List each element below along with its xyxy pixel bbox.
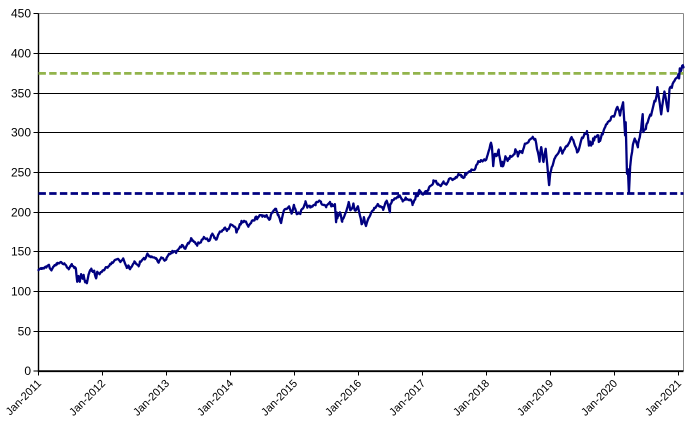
svg-text:250: 250 bbox=[11, 165, 31, 179]
svg-text:300: 300 bbox=[11, 125, 31, 139]
svg-text:150: 150 bbox=[11, 244, 31, 258]
svg-text:100: 100 bbox=[11, 284, 31, 298]
svg-text:450: 450 bbox=[11, 6, 31, 20]
svg-text:0: 0 bbox=[24, 364, 31, 378]
svg-text:350: 350 bbox=[11, 86, 31, 100]
svg-text:400: 400 bbox=[11, 46, 31, 60]
svg-text:50: 50 bbox=[18, 324, 32, 338]
svg-text:200: 200 bbox=[11, 205, 31, 219]
